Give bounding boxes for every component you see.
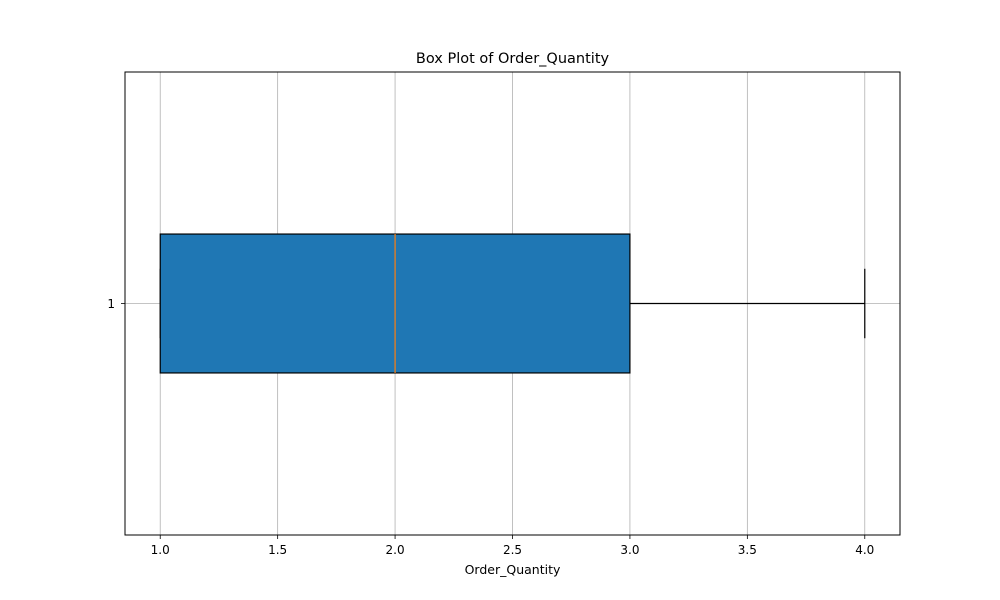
x-tick-label: 3.5 bbox=[738, 543, 757, 557]
x-tick-label: 3.0 bbox=[620, 543, 639, 557]
box-plot-series bbox=[159, 233, 866, 374]
x-tick-label: 2.0 bbox=[386, 543, 405, 557]
x-tick-label: 1.0 bbox=[151, 543, 170, 557]
y-axis-ticks: 1 bbox=[107, 297, 125, 311]
x-tick-label: 1.5 bbox=[268, 543, 287, 557]
x-tick-label: 4.0 bbox=[855, 543, 874, 557]
x-axis-label: Order_Quantity bbox=[465, 562, 561, 577]
chart-title: Box Plot of Order_Quantity bbox=[416, 51, 610, 67]
x-axis-ticks: 1.0 1.5 2.0 2.5 3.0 3.5 4.0 bbox=[151, 535, 874, 557]
y-tick-label: 1 bbox=[107, 297, 115, 311]
x-tick-label: 2.5 bbox=[503, 543, 522, 557]
